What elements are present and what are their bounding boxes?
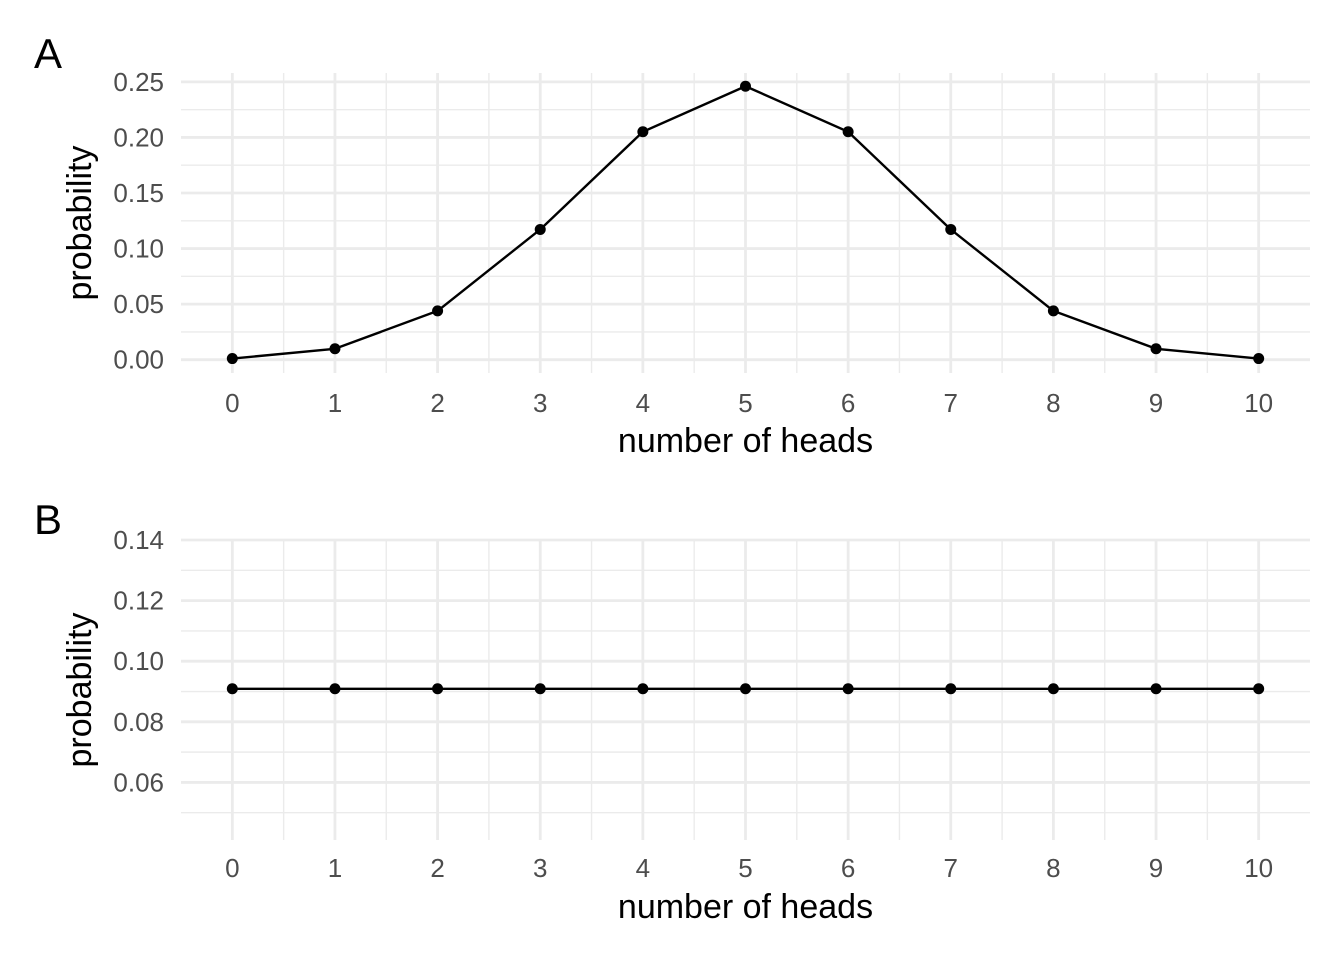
y-tick-label: 0.06 bbox=[113, 767, 164, 797]
y-tick-label: 0.00 bbox=[113, 345, 164, 375]
x-tick-label: 9 bbox=[1149, 853, 1163, 883]
x-tick-label: 5 bbox=[738, 853, 752, 883]
y-tick-label: 0.10 bbox=[113, 646, 164, 676]
data-point bbox=[534, 223, 546, 235]
x-tick-label: 4 bbox=[636, 853, 650, 883]
x-tick-label: 2 bbox=[430, 388, 444, 418]
x-tick-label: 4 bbox=[636, 388, 650, 418]
x-tick-label: 10 bbox=[1244, 388, 1273, 418]
y-tick-label: 0.14 bbox=[113, 525, 164, 555]
data-point bbox=[945, 683, 957, 695]
grid bbox=[181, 73, 1310, 373]
y-tick-label: 0.05 bbox=[113, 289, 164, 319]
x-axis-title: number of heads bbox=[618, 888, 873, 926]
y-tick-label: 0.10 bbox=[113, 234, 164, 264]
x-tick-label: 3 bbox=[533, 853, 547, 883]
data-point bbox=[637, 683, 649, 695]
data-point bbox=[1253, 683, 1265, 695]
data-point bbox=[740, 683, 751, 695]
data-point bbox=[534, 683, 546, 695]
y-tick-label: 0.20 bbox=[113, 122, 164, 152]
panel-b: 0 1 2 3 4 5 6 7 8 9 10 0.06 0.08 0.10 0.12 0.14 number o… bbox=[34, 496, 1310, 926]
data-point bbox=[329, 343, 341, 355]
panel-label: B bbox=[34, 496, 62, 543]
y-tick-label: 0.15 bbox=[113, 178, 164, 208]
data-point bbox=[1047, 683, 1059, 695]
x-axis-title: number of heads bbox=[618, 422, 873, 460]
x-tick-label: 2 bbox=[430, 853, 444, 883]
x-tick-label: 1 bbox=[328, 853, 342, 883]
y-axis-title: probability bbox=[61, 613, 99, 768]
x-tick-label: 7 bbox=[944, 388, 958, 418]
y-tick-label: 0.08 bbox=[113, 707, 164, 737]
data-point bbox=[432, 683, 444, 695]
data-point bbox=[226, 353, 238, 365]
data-point bbox=[740, 80, 751, 92]
data-point bbox=[1150, 683, 1162, 695]
data-point bbox=[945, 223, 957, 235]
data-point bbox=[226, 683, 238, 695]
panel-a: 0 1 2 3 4 5 6 7 8 9 10 0.00 0.05 0.10 0.15 0.20 0.25 numb… bbox=[34, 30, 1310, 460]
x-tick-label: 0 bbox=[225, 388, 239, 418]
data-point bbox=[432, 305, 444, 317]
data-point bbox=[637, 126, 649, 138]
y-axis-title: probability bbox=[61, 146, 99, 301]
x-tick-label: 8 bbox=[1046, 388, 1060, 418]
data-point bbox=[1047, 305, 1059, 317]
data-point bbox=[842, 126, 854, 138]
data-point bbox=[1150, 343, 1162, 355]
x-tick-label: 6 bbox=[841, 853, 855, 883]
data-point bbox=[842, 683, 854, 695]
x-tick-label: 10 bbox=[1244, 853, 1273, 883]
panel-label: A bbox=[34, 30, 62, 77]
data-point bbox=[1253, 353, 1265, 365]
x-tick-label: 3 bbox=[533, 388, 547, 418]
x-tick-label: 1 bbox=[328, 388, 342, 418]
x-tick-label: 6 bbox=[841, 388, 855, 418]
x-tick-label: 0 bbox=[225, 853, 239, 883]
x-tick-label: 9 bbox=[1149, 388, 1163, 418]
x-tick-label: 5 bbox=[738, 388, 752, 418]
x-tick-label: 7 bbox=[944, 853, 958, 883]
data-point bbox=[329, 683, 341, 695]
y-tick-label: 0.12 bbox=[113, 586, 164, 616]
y-tick-label: 0.25 bbox=[113, 67, 164, 97]
x-tick-label: 8 bbox=[1046, 853, 1060, 883]
